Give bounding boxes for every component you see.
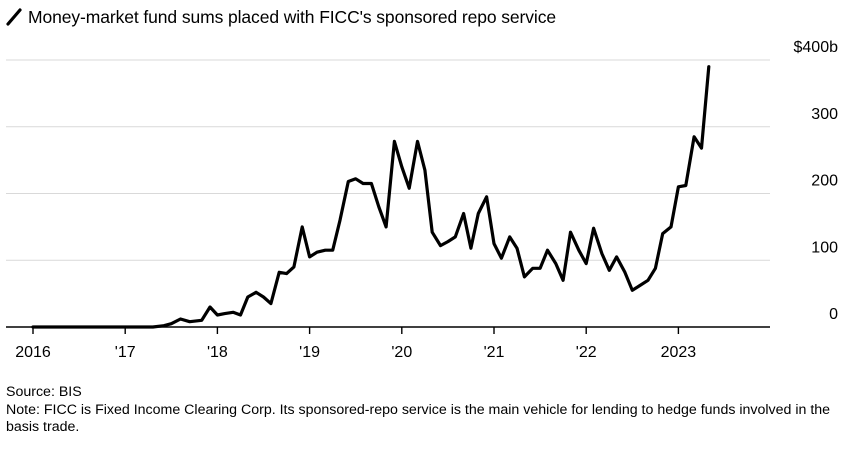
x-tick-label: '18 bbox=[207, 344, 228, 361]
chart-title-row: Money-market fund sums placed with FICC'… bbox=[6, 4, 556, 30]
x-tick-label: 2023 bbox=[661, 344, 697, 361]
x-tick-label: '19 bbox=[299, 344, 320, 361]
series-line-0 bbox=[31, 65, 711, 329]
x-tick-label: '21 bbox=[484, 344, 505, 361]
y-axis-labels: $400b 300 200 100 0 bbox=[794, 39, 839, 323]
chart-title: Money-market fund sums placed with FICC'… bbox=[28, 6, 556, 27]
y-tick-label: 300 bbox=[811, 106, 838, 123]
note-text: Note: FICC is Fixed Income Clearing Corp… bbox=[6, 401, 831, 436]
chart-footer: Source: BIS Note: FICC is Fixed Income C… bbox=[6, 384, 856, 437]
y-tick-label: 200 bbox=[811, 173, 838, 190]
grid-layer bbox=[6, 59, 770, 261]
x-tick-label: '20 bbox=[391, 344, 412, 361]
x-axis: 2016 '17 '18 '19 '20 '21 '22 2023 bbox=[6, 326, 770, 361]
x-tick-label: 2016 bbox=[15, 344, 51, 361]
x-tick-label: '22 bbox=[576, 344, 597, 361]
y-tick-label: $400b bbox=[794, 39, 839, 56]
series-layer bbox=[31, 65, 711, 329]
slash-icon bbox=[6, 8, 22, 26]
y-tick-label: 100 bbox=[811, 239, 838, 256]
source-text: Source: BIS bbox=[6, 384, 82, 400]
y-tick-label: 0 bbox=[829, 306, 838, 323]
x-tick-label: '17 bbox=[115, 344, 136, 361]
